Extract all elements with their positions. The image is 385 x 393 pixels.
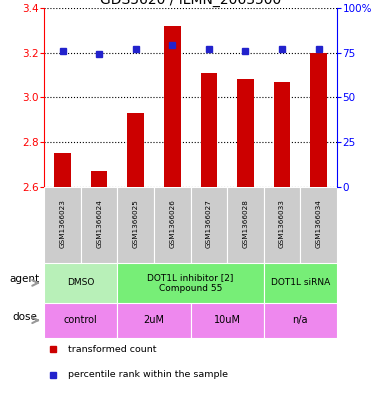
Text: 2uM: 2uM bbox=[144, 315, 164, 325]
Text: GSM1366023: GSM1366023 bbox=[60, 199, 65, 248]
Bar bbox=[154, 187, 191, 263]
Bar bbox=[81, 187, 117, 263]
Bar bbox=[44, 263, 117, 303]
Text: n/a: n/a bbox=[293, 315, 308, 325]
Bar bbox=[264, 263, 337, 303]
Bar bbox=[191, 303, 264, 338]
Text: 10uM: 10uM bbox=[214, 315, 241, 325]
Text: agent: agent bbox=[9, 274, 39, 284]
Text: GSM1366028: GSM1366028 bbox=[243, 199, 248, 248]
Text: DOT1L siRNA: DOT1L siRNA bbox=[271, 279, 330, 287]
Bar bbox=[117, 263, 264, 303]
Text: DOT1L inhibitor [2]
Compound 55: DOT1L inhibitor [2] Compound 55 bbox=[147, 273, 234, 293]
Text: control: control bbox=[64, 315, 98, 325]
Text: dose: dose bbox=[12, 312, 37, 322]
Bar bbox=[44, 187, 81, 263]
Text: percentile rank within the sample: percentile rank within the sample bbox=[68, 370, 228, 379]
Bar bbox=[227, 187, 264, 263]
Title: GDS5620 / ILMN_2063500: GDS5620 / ILMN_2063500 bbox=[100, 0, 281, 7]
Bar bbox=[117, 187, 154, 263]
Bar bbox=[201, 73, 217, 187]
Bar bbox=[117, 303, 191, 338]
Bar bbox=[274, 82, 290, 187]
Text: GSM1366027: GSM1366027 bbox=[206, 199, 212, 248]
Bar bbox=[191, 187, 227, 263]
Text: GSM1366024: GSM1366024 bbox=[96, 199, 102, 248]
Text: transformed count: transformed count bbox=[68, 345, 156, 354]
Bar bbox=[164, 26, 181, 187]
Bar bbox=[127, 113, 144, 187]
Bar bbox=[91, 171, 107, 187]
Text: GSM1366026: GSM1366026 bbox=[169, 199, 175, 248]
Bar bbox=[264, 303, 337, 338]
Bar bbox=[310, 53, 327, 187]
Text: GSM1366025: GSM1366025 bbox=[133, 199, 139, 248]
Bar bbox=[44, 303, 117, 338]
Bar bbox=[54, 153, 71, 187]
Bar bbox=[237, 79, 254, 187]
Text: GSM1366033: GSM1366033 bbox=[279, 199, 285, 248]
Bar bbox=[300, 187, 337, 263]
Bar bbox=[264, 187, 300, 263]
Text: GSM1366034: GSM1366034 bbox=[316, 199, 321, 248]
Text: DMSO: DMSO bbox=[67, 279, 95, 287]
